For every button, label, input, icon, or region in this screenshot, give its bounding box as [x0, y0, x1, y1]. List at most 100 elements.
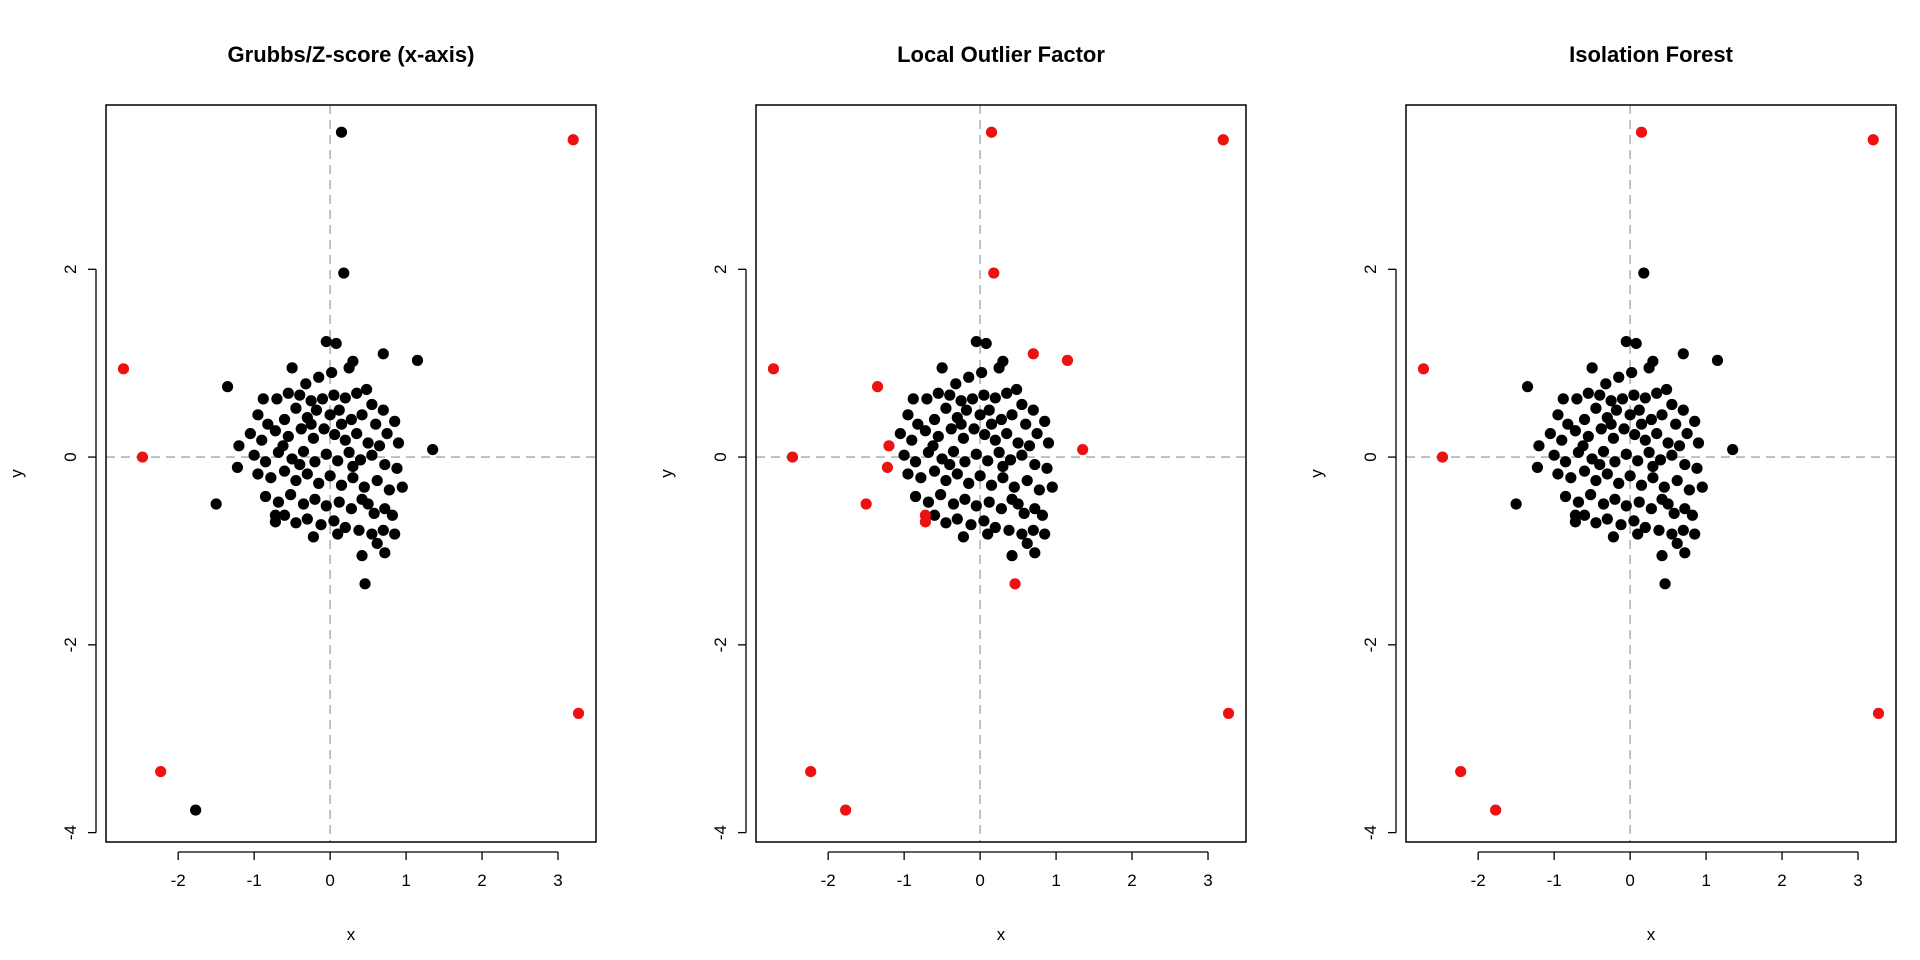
data-point-outlier — [572, 707, 585, 719]
data-point-normal — [1018, 507, 1030, 520]
data-point-normal — [1531, 461, 1544, 473]
data-point-normal — [1711, 354, 1724, 366]
data-point-normal — [1673, 440, 1686, 452]
data-point-normal — [1004, 454, 1017, 466]
data-point-normal — [278, 509, 291, 521]
data-point-normal — [316, 393, 329, 405]
data-point-outlier — [1867, 134, 1879, 146]
data-point-normal — [328, 515, 340, 527]
data-point-normal — [1562, 418, 1574, 430]
x-axis-label: x — [347, 925, 356, 944]
data-point-normal — [320, 500, 332, 512]
data-point-normal — [1023, 440, 1036, 452]
data-point-normal — [1610, 404, 1623, 416]
data-point-normal — [1618, 423, 1630, 435]
data-point-normal — [248, 449, 260, 461]
data-point-normal — [252, 468, 264, 480]
data-point-normal — [965, 519, 977, 531]
data-point-normal — [381, 427, 393, 440]
data-point-normal — [1671, 537, 1683, 550]
data-point-normal — [391, 462, 403, 474]
data-point-normal — [313, 371, 325, 383]
data-point-normal — [1647, 460, 1659, 473]
data-point-normal — [1620, 335, 1632, 348]
data-point-normal — [1556, 434, 1568, 446]
data-point-normal — [1571, 393, 1583, 405]
data-point-normal — [1633, 496, 1645, 508]
data-point-normal — [335, 126, 348, 138]
x-tick-label: -2 — [821, 871, 836, 890]
data-point-outlier — [1077, 443, 1089, 456]
data-point-normal — [383, 484, 395, 496]
x-tick-label: 2 — [1127, 871, 1136, 890]
data-point-normal — [1681, 427, 1693, 440]
data-point-normal — [362, 437, 374, 449]
data-point-normal — [1653, 524, 1665, 536]
data-point-normal — [313, 477, 325, 489]
data-point-normal — [411, 354, 424, 366]
data-point-normal — [343, 362, 355, 374]
data-point-normal — [353, 524, 365, 536]
data-point-normal — [950, 378, 962, 390]
data-point-normal — [1510, 498, 1522, 510]
data-point-normal — [347, 460, 359, 473]
data-point-normal — [290, 402, 302, 414]
plot-frame — [755, 104, 1247, 843]
data-point-outlier — [1009, 578, 1021, 590]
y-tick-label: -2 — [1361, 637, 1380, 652]
data-point-normal — [1001, 387, 1013, 399]
data-point-normal — [366, 528, 378, 540]
data-point-normal — [966, 393, 979, 405]
data-point-outlier — [1027, 348, 1039, 360]
data-point-outlier — [1217, 134, 1229, 146]
data-point-normal — [271, 393, 283, 405]
data-point-normal — [290, 517, 302, 529]
data-point-normal — [912, 418, 924, 430]
data-point-normal — [1639, 521, 1651, 534]
data-point-normal — [995, 413, 1007, 426]
data-point-normal — [1003, 524, 1015, 536]
data-point-normal — [1601, 468, 1613, 480]
data-point-normal — [324, 470, 336, 482]
data-point-normal — [978, 515, 990, 527]
data-point-normal — [1645, 503, 1657, 515]
data-point-normal — [947, 445, 960, 458]
data-point-normal — [1010, 383, 1023, 396]
data-point-normal — [963, 371, 975, 383]
data-point-normal — [1586, 362, 1598, 374]
data-point-normal — [389, 415, 401, 427]
data-point-normal — [902, 409, 914, 421]
data-point-normal — [315, 519, 327, 531]
data-point-normal — [244, 427, 256, 440]
data-point-normal — [1643, 362, 1655, 374]
data-point-normal — [1671, 474, 1683, 487]
data-point-normal — [919, 425, 932, 437]
data-point-normal — [377, 404, 389, 416]
data-point-normal — [974, 409, 986, 421]
data-point-normal — [1639, 392, 1651, 404]
data-point-normal — [1624, 470, 1636, 482]
data-point-normal — [1012, 498, 1024, 510]
data-point-normal — [1668, 507, 1680, 520]
x-tick-label: 1 — [401, 871, 410, 890]
data-point-normal — [993, 362, 1005, 374]
data-point-normal — [332, 528, 344, 540]
data-point-normal — [909, 456, 922, 468]
y-tick-label: -4 — [711, 825, 730, 840]
data-point-normal — [356, 409, 368, 421]
data-point-normal — [1677, 348, 1689, 360]
panel-grubbs: Grubbs/Z-score (x-axis) -2 -1 0 1 2 3 -4 -2 0 2 x y — [7, 42, 597, 944]
data-point-normal — [1585, 489, 1597, 501]
data-point-normal — [371, 537, 383, 550]
data-point-normal — [1613, 371, 1625, 383]
data-point-normal — [307, 432, 319, 444]
data-point-normal — [932, 430, 944, 443]
data-point-normal — [915, 472, 927, 484]
data-point-normal — [339, 392, 351, 404]
data-point-normal — [1696, 481, 1708, 493]
data-point-normal — [1008, 481, 1020, 493]
data-point-outlier — [805, 765, 817, 778]
data-point-normal — [906, 434, 918, 446]
chart-title: Grubbs/Z-score (x-axis) — [228, 42, 475, 67]
data-point-normal — [1628, 389, 1640, 401]
